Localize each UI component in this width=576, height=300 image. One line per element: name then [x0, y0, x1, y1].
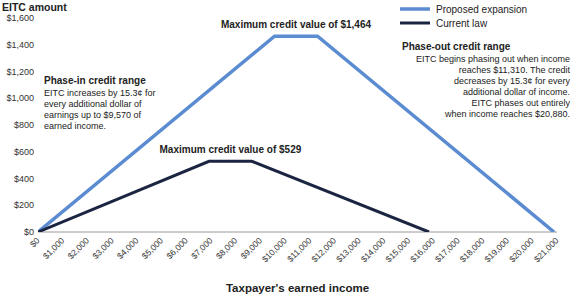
y-tick-label: $400 — [14, 174, 34, 184]
x-tick-group: $13,000 — [334, 235, 363, 264]
x-tick-group: $11,000 — [285, 235, 314, 264]
x-tick-label: $15,000 — [383, 235, 412, 264]
x-tick-label: $16,000 — [408, 235, 437, 264]
x-tick-group: $5,000 — [140, 235, 166, 261]
x-tick-label: $17,000 — [433, 235, 462, 264]
x-tick-label: $3,000 — [90, 235, 116, 261]
series-line — [38, 161, 429, 232]
x-tick-group: $6,000 — [164, 235, 190, 261]
legend-label: Proposed expansion — [436, 4, 527, 15]
x-tick-group: $4,000 — [115, 235, 141, 261]
x-tick-group: $8,000 — [214, 235, 240, 261]
x-tick-group: $10,000 — [260, 235, 289, 264]
annotation-text: reaches $11,310. The credit — [459, 65, 571, 75]
legend-label: Current law — [436, 18, 488, 29]
x-tick-group: $14,000 — [359, 235, 388, 264]
y-tick-label: $600 — [14, 147, 34, 157]
annotation-text: additional dollar of income. — [463, 87, 570, 97]
annotation-title: Phase-out credit range — [402, 41, 511, 52]
x-tick-group: $12,000 — [309, 235, 338, 264]
x-tick-group: $20,000 — [507, 235, 536, 264]
y-tick-label: $1,000 — [6, 93, 34, 103]
legend-swatch — [400, 7, 430, 11]
x-tick-label: $20,000 — [507, 235, 536, 264]
x-tick-group: $16,000 — [408, 235, 437, 264]
y-axis-title: EITC amount — [2, 1, 67, 13]
x-tick-group: $21,000 — [532, 235, 561, 264]
annotation-text: earnings up to $9,570 of — [44, 110, 142, 120]
x-tick-label: $14,000 — [359, 235, 388, 264]
annotation-text: every additional dollar of — [44, 99, 142, 109]
x-tick-group: $0 — [28, 235, 42, 249]
x-tick-label: $4,000 — [115, 235, 141, 261]
x-tick-label: $2,000 — [66, 235, 92, 261]
annotation-text: EITC phases out entirely — [471, 98, 570, 108]
x-tick-label: $21,000 — [532, 235, 561, 264]
x-tick-label: $10,000 — [260, 235, 289, 264]
y-tick-label: $800 — [14, 120, 34, 130]
x-tick-group: $7,000 — [189, 235, 215, 261]
x-tick-group: $15,000 — [383, 235, 412, 264]
legend-swatch — [400, 22, 430, 25]
x-tick-label: $8,000 — [214, 235, 240, 261]
y-tick-label: $1,400 — [6, 40, 34, 50]
x-tick-label: $18,000 — [458, 235, 487, 264]
annotation-title: Phase-in credit range — [44, 75, 146, 86]
chart: EITC amount $0 $200 $400 $600 $800 $1,000 $1,20… — [0, 0, 576, 300]
x-tick-label: $0 — [28, 235, 42, 249]
y-tick-label: $1,200 — [6, 67, 34, 77]
x-tick-label: $13,000 — [334, 235, 363, 264]
annotation-text: when income reaches $20,880. — [444, 109, 570, 119]
y-tick-label: $200 — [14, 200, 34, 210]
y-tick-label: $0 — [24, 227, 34, 237]
x-tick-label: $19,000 — [482, 235, 511, 264]
x-axis-line — [38, 232, 557, 233]
x-tick-label: $1,000 — [41, 235, 67, 261]
max-label: Maximum credit value of $1,464 — [221, 19, 372, 30]
x-tick-label: $6,000 — [164, 235, 190, 261]
x-tick-group: $3,000 — [90, 235, 116, 261]
x-tick-group: $1,000 — [41, 235, 67, 261]
annotation-text: decreases by 15.3¢ for every — [454, 76, 571, 86]
x-tick-group: $19,000 — [482, 235, 511, 264]
y-tick-label: $1,600 — [6, 13, 34, 23]
max-label: Maximum credit value of $529 — [160, 144, 302, 155]
x-tick-label: $5,000 — [140, 235, 166, 261]
x-tick-label: $12,000 — [309, 235, 338, 264]
x-tick-group: $2,000 — [66, 235, 92, 261]
annotation-text: EITC begins phasing out when income — [416, 54, 570, 64]
x-tick-group: $17,000 — [433, 235, 462, 264]
annotation-text: EITC increases by 15.3¢ for — [44, 88, 156, 98]
x-tick-group: $18,000 — [458, 235, 487, 264]
annotation-text: earned income. — [44, 121, 106, 131]
x-tick-label: $11,000 — [285, 235, 314, 264]
x-tick-label: $7,000 — [189, 235, 215, 261]
x-axis-title: Taxpayer's earned income — [226, 282, 369, 294]
